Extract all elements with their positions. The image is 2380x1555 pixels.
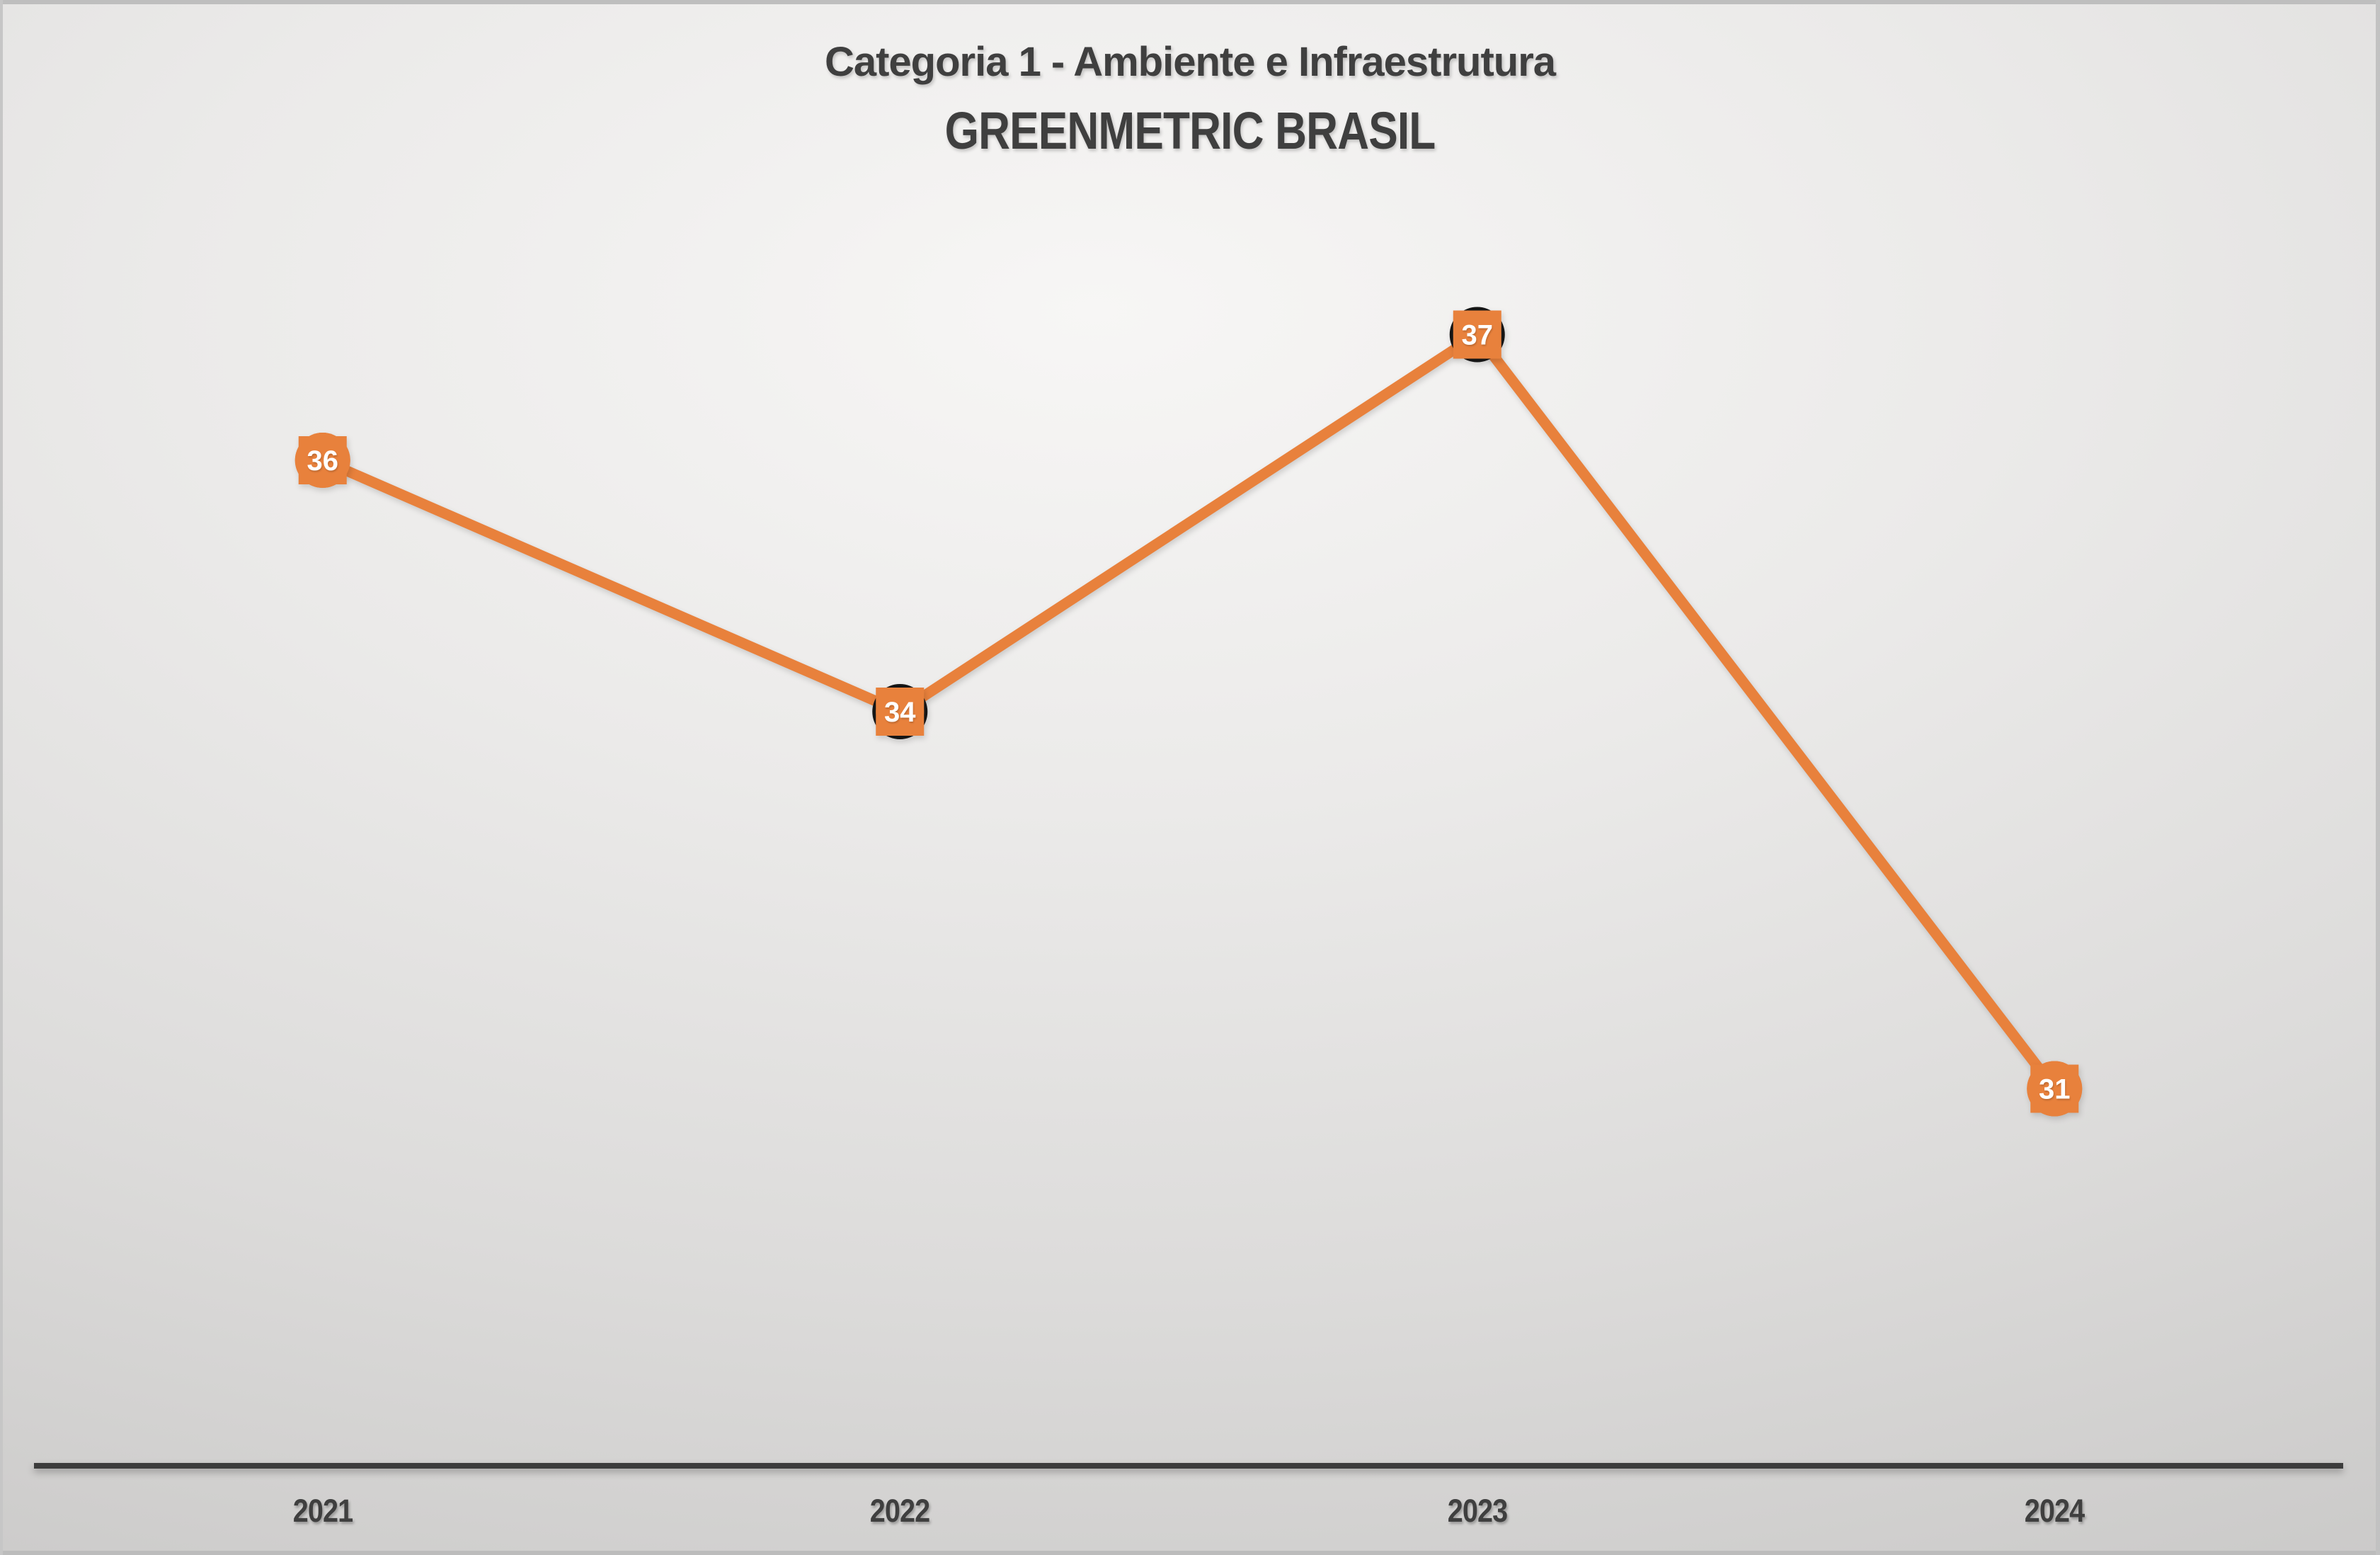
right-edge-strip (2376, 0, 2380, 1555)
x-axis-label-2022: 2022 (869, 1493, 930, 1529)
marker-circle-top (294, 433, 350, 488)
bottom-edge-strip (0, 1551, 2380, 1555)
x-axis-label-2023: 2023 (1447, 1493, 1508, 1529)
marker-square (876, 688, 925, 736)
left-edge-strip (0, 0, 3, 1555)
data-label: 37 (1462, 320, 1494, 351)
data-point-2024: 31 (2027, 1061, 2083, 1117)
series-line (320, 329, 2059, 1093)
data-label: 36 (307, 445, 339, 477)
data-label: 31 (2039, 1074, 2071, 1105)
data-point-2021: 36 (294, 433, 350, 488)
chart-title: Categoria 1 - Ambiente e Infraestrutura (824, 39, 1556, 85)
data-point-2022: 34 (872, 684, 928, 739)
chart-subtitle: GREENMETRIC BRASIL (944, 101, 1436, 160)
top-edge-strip (0, 0, 2380, 4)
marker-square (1453, 310, 1501, 359)
data-point-2023: 37 (1449, 307, 1505, 363)
data-label: 34 (884, 697, 916, 728)
marker-circle-top (2027, 1061, 2083, 1117)
x-axis-label-2021: 2021 (292, 1493, 353, 1529)
x-axis-label-2024: 2024 (2024, 1493, 2085, 1529)
